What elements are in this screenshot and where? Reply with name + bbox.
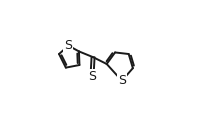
- Text: S: S: [118, 74, 126, 87]
- Text: S: S: [88, 69, 96, 83]
- Text: S: S: [64, 39, 72, 52]
